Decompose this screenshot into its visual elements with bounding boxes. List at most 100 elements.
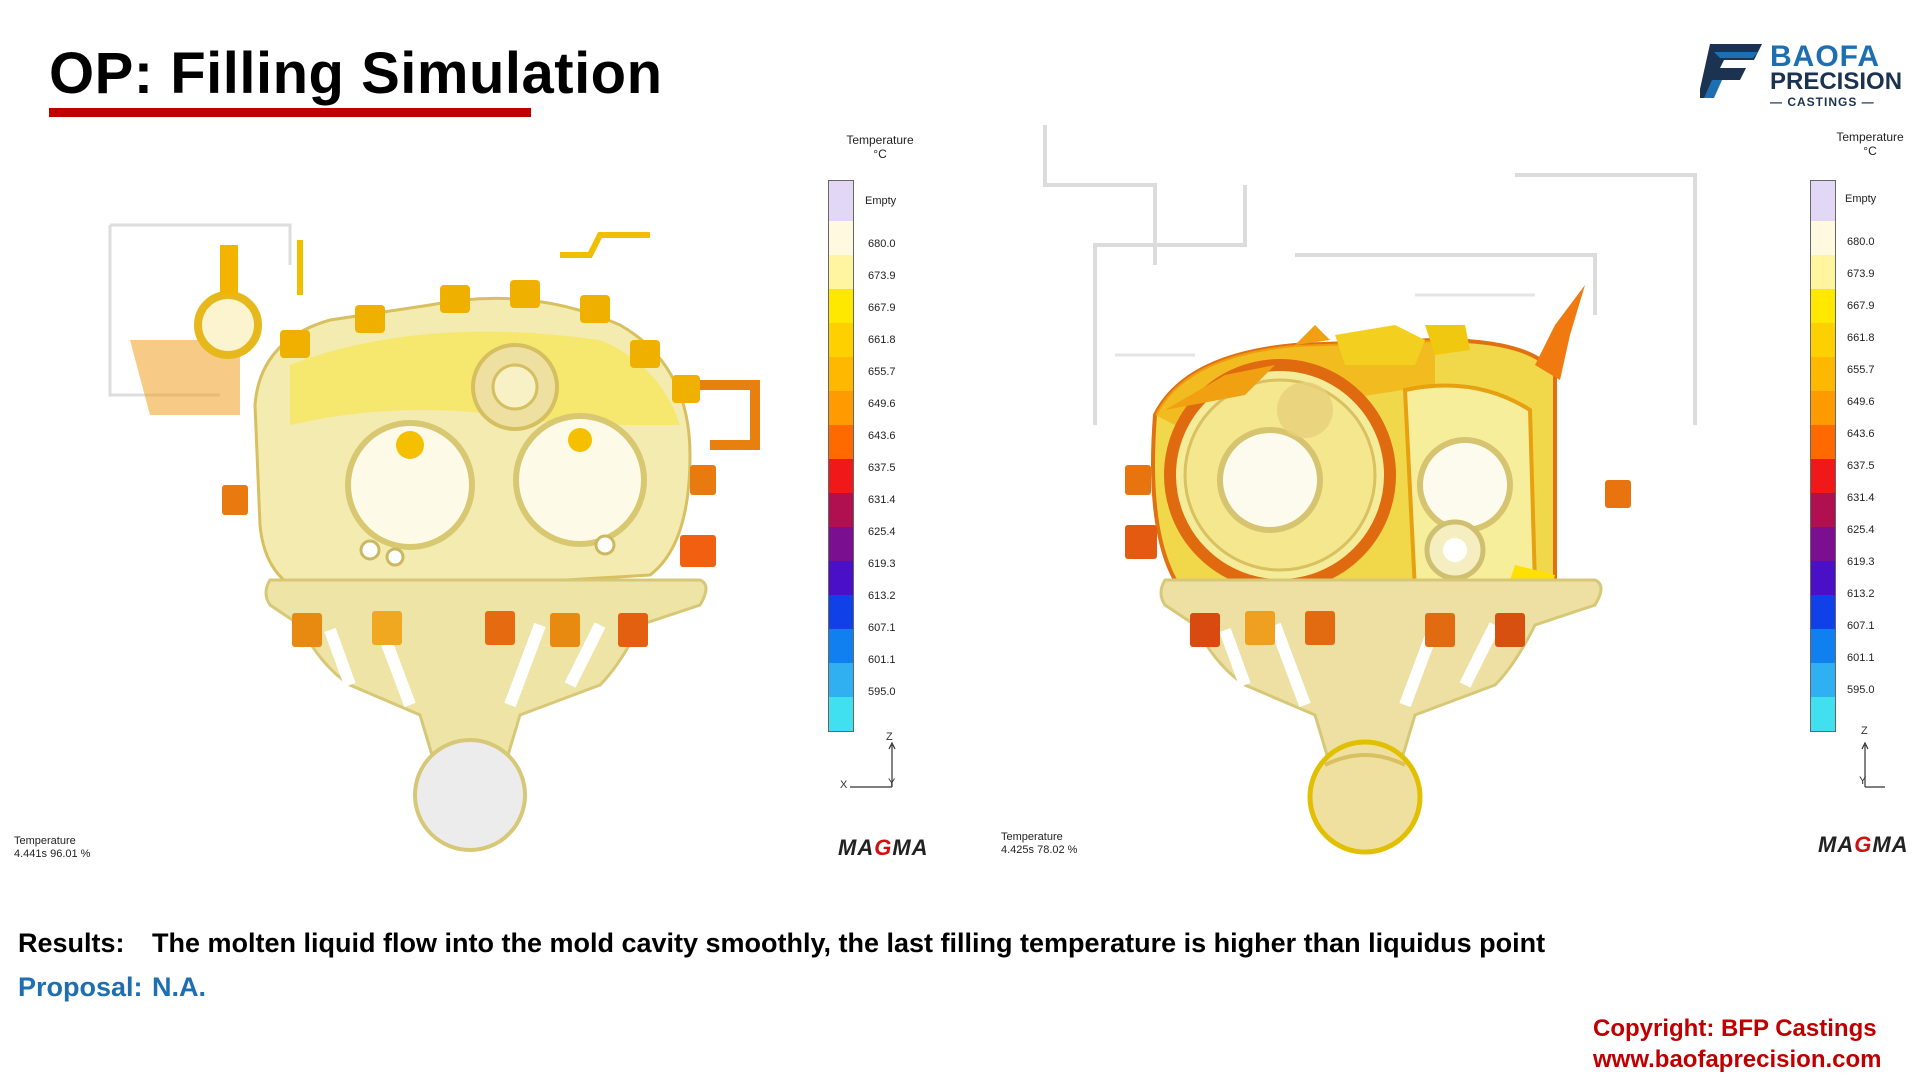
legend-tick-label: 595.0 bbox=[868, 686, 896, 698]
legend-swatch bbox=[829, 255, 853, 289]
axis-triad bbox=[1861, 741, 1885, 788]
legend-title: Temperature °C bbox=[835, 133, 925, 161]
legend-tick-label: 601.1 bbox=[1847, 652, 1875, 664]
legend-color-scale bbox=[829, 221, 853, 731]
copyright-text: Copyright: BFP Castings bbox=[1593, 1015, 1877, 1042]
legend-title-line2: °C bbox=[873, 147, 887, 161]
legend-tick-label: 655.7 bbox=[868, 366, 896, 378]
legend-tick-label: 673.9 bbox=[1847, 268, 1875, 280]
legend-tick-label: 667.9 bbox=[868, 302, 896, 314]
legend-tick-label: 649.6 bbox=[868, 398, 896, 410]
legend-tick-label: 637.5 bbox=[868, 462, 896, 474]
legend-swatch bbox=[829, 493, 853, 527]
logo-text-castings: — CASTINGS — bbox=[1770, 95, 1875, 109]
legend-tick-label: 680.0 bbox=[1847, 236, 1875, 248]
legend-swatch bbox=[1811, 357, 1835, 391]
axis-z-label: Z bbox=[886, 731, 893, 743]
legend-tick-label: 661.8 bbox=[1847, 332, 1875, 344]
legend-swatch bbox=[1811, 561, 1835, 595]
legend-tick-label: 619.3 bbox=[868, 558, 896, 570]
temperature-legend-bar bbox=[1810, 180, 1836, 732]
sim-stat-value: 4.441s 96.01 % bbox=[14, 848, 91, 860]
proposal-label: Proposal: bbox=[18, 972, 143, 1002]
axis-y-label: Y bbox=[1859, 775, 1867, 787]
website-text: www.baofaprecision.com bbox=[1593, 1046, 1882, 1073]
casting-render-right bbox=[1043, 125, 1697, 855]
sim-stat-value: 4.425s 78.02 % bbox=[1001, 844, 1078, 856]
legend-swatch bbox=[829, 391, 853, 425]
legend-tick-label: 631.4 bbox=[1847, 492, 1875, 504]
legend-swatch bbox=[1811, 629, 1835, 663]
legend-swatch bbox=[829, 595, 853, 629]
legend-tick-label: 619.3 bbox=[1847, 556, 1875, 568]
legend-tick-label: 655.7 bbox=[1847, 364, 1875, 376]
casting-render-left bbox=[108, 223, 760, 852]
page-title: OP: Filling Simulation bbox=[49, 41, 663, 106]
axis-y-label: Y bbox=[888, 777, 896, 789]
legend-swatch bbox=[829, 459, 853, 493]
legend-tick-label: 661.8 bbox=[868, 334, 896, 346]
legend-swatch bbox=[1811, 595, 1835, 629]
legend-swatch bbox=[1811, 697, 1835, 731]
legend-swatch bbox=[1811, 255, 1835, 289]
baofa-logo-icon bbox=[1700, 44, 1762, 98]
legend-tick-label: 649.6 bbox=[1847, 396, 1875, 408]
legend-swatch bbox=[829, 289, 853, 323]
sim-stat-label: Temperature bbox=[1001, 831, 1063, 843]
legend-empty-swatch bbox=[1811, 181, 1835, 221]
company-logo: BAOFA PRECISION — CASTINGS — bbox=[1700, 38, 1910, 110]
legend-swatch bbox=[1811, 289, 1835, 323]
legend-tick-label: 667.9 bbox=[1847, 300, 1875, 312]
legend-tick-label: 625.4 bbox=[1847, 524, 1875, 536]
magma-logo: MAGMA bbox=[1818, 832, 1909, 857]
results-label: Results: bbox=[18, 928, 125, 958]
logo-text-baofa: BAOFA bbox=[1770, 40, 1880, 73]
sim-stat-label: Temperature bbox=[14, 835, 76, 847]
legend-empty-label: Empty bbox=[1845, 193, 1877, 205]
legend-tick-label: 673.9 bbox=[868, 270, 896, 282]
magma-logo: MAGMA bbox=[838, 835, 929, 860]
legend-title: Temperature °C bbox=[1825, 130, 1915, 158]
legend-tick-label: 613.2 bbox=[868, 590, 896, 602]
legend-color-scale bbox=[1811, 221, 1835, 731]
legend-empty-swatch bbox=[829, 181, 853, 221]
axis-triad bbox=[850, 741, 896, 788]
legend-title-line1: Temperature bbox=[1836, 130, 1904, 144]
legend-tick-label: 607.1 bbox=[868, 622, 896, 634]
legend-swatch bbox=[829, 323, 853, 357]
legend-swatch bbox=[1811, 391, 1835, 425]
legend-swatch bbox=[829, 697, 853, 731]
legend-swatch bbox=[1811, 663, 1835, 697]
proposal-value: N.A. bbox=[152, 972, 206, 1002]
simulation-panel-right: Temperature °C Empty Z Y Temperature 4.4… bbox=[995, 125, 1920, 860]
legend-swatch bbox=[1811, 425, 1835, 459]
logo-text-precision: PRECISION bbox=[1770, 68, 1903, 95]
legend-swatch bbox=[829, 357, 853, 391]
legend-tick-label: 680.0 bbox=[868, 238, 896, 250]
legend-swatch bbox=[1811, 221, 1835, 255]
legend-swatch bbox=[1811, 323, 1835, 357]
legend-tick-label: 643.6 bbox=[868, 430, 896, 442]
legend-swatch bbox=[1811, 459, 1835, 493]
legend-tick-label: 601.1 bbox=[868, 654, 896, 666]
legend-tick-label: 625.4 bbox=[868, 526, 896, 538]
legend-tick-label: 595.0 bbox=[1847, 684, 1875, 696]
legend-tick-label: 607.1 bbox=[1847, 620, 1875, 632]
legend-title-line1: Temperature bbox=[846, 133, 914, 147]
legend-tick-label: 637.5 bbox=[1847, 460, 1875, 472]
legend-swatch bbox=[829, 425, 853, 459]
legend-swatch bbox=[829, 561, 853, 595]
results-text: The molten liquid flow into the mold cav… bbox=[152, 928, 1546, 958]
temperature-legend-bar bbox=[828, 180, 854, 732]
legend-tick-label: 613.2 bbox=[1847, 588, 1875, 600]
axis-x-label: X bbox=[840, 779, 848, 791]
legend-tick-label: 643.6 bbox=[1847, 428, 1875, 440]
legend-empty-label: Empty bbox=[865, 195, 897, 207]
legend-swatch bbox=[829, 221, 853, 255]
legend-swatch bbox=[1811, 527, 1835, 561]
legend-swatch bbox=[829, 527, 853, 561]
legend-swatch bbox=[829, 663, 853, 697]
legend-swatch bbox=[829, 629, 853, 663]
simulation-panel-left: Temperature °C Empty Z X Y Temperature 4… bbox=[0, 125, 935, 860]
title-underline bbox=[49, 108, 531, 117]
